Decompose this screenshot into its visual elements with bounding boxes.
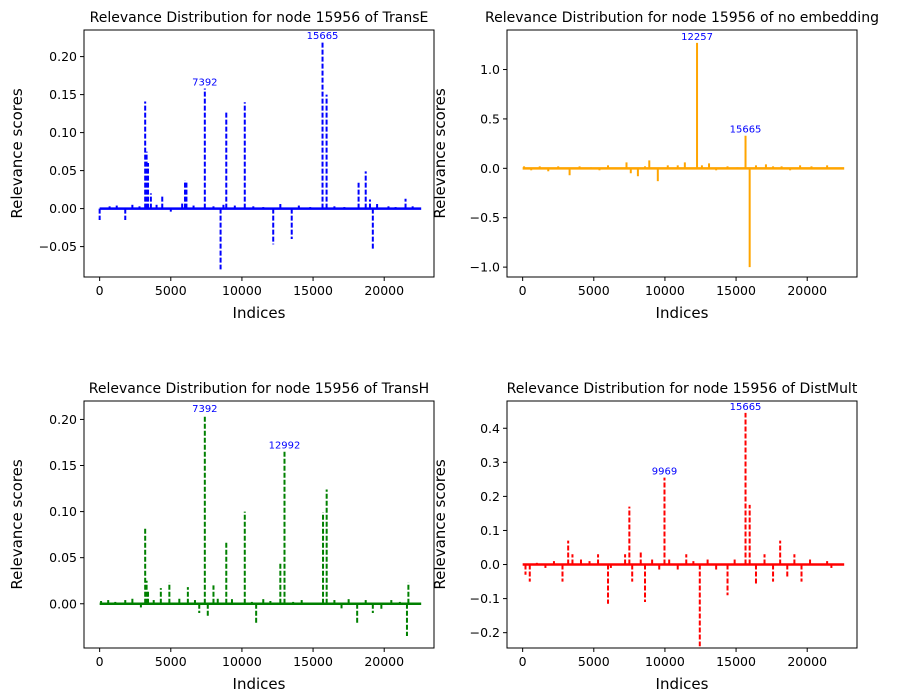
y-tick-label: 0.0 [480, 557, 500, 572]
y-tick-label: 0.05 [49, 550, 77, 565]
y-axis-label: Relevance scores [431, 459, 449, 589]
chart-title: Relevance Distribution for node 15956 of… [90, 10, 429, 26]
axes-frame [83, 29, 435, 278]
y-tick-label: 0.1 [480, 523, 500, 538]
subplot-1: 0 5000 10000 15000 20000 −0.05 0.00 0.05 0.10 0.1… [8, 10, 435, 322]
y-tick-label: 0.2 [480, 489, 500, 504]
y-tick-label: 0.20 [49, 412, 77, 427]
y-tick-label: −0.05 [39, 239, 77, 254]
peak-annotation: 15665 [307, 31, 339, 42]
x-tick-label: 0 [519, 654, 527, 669]
x-axis-label: Indices [233, 304, 286, 322]
y-tick-label: 0.00 [49, 596, 77, 611]
peak-annotation: 9969 [652, 467, 677, 478]
y-tick-label: 0.15 [49, 87, 77, 102]
y-tick-label: 0.0 [480, 161, 500, 176]
data-series [522, 412, 845, 647]
y-tick-label: 0.15 [49, 458, 77, 473]
y-tick-label: 0.05 [49, 163, 77, 178]
y-tick-label: 0.10 [49, 504, 77, 519]
subplot-3: 0 5000 10000 15000 20000 0.00 0.05 0.10 0.15 0.20… [8, 381, 435, 693]
data-series [522, 42, 845, 268]
peak-annotation: 15665 [730, 402, 762, 413]
y-axis-label: Relevance scores [431, 88, 449, 218]
x-tick-label: 10000 [222, 654, 262, 669]
y-axis-label: Relevance scores [8, 88, 26, 218]
peak-annotation: 12992 [269, 441, 301, 452]
y-tick-label: 0.3 [480, 455, 500, 470]
chart-title: Relevance Distribution for node 15956 of… [485, 10, 879, 26]
peak-annotation: 12257 [681, 32, 713, 43]
x-tick-label: 20000 [364, 283, 404, 298]
x-axis-label: Indices [656, 675, 709, 693]
x-tick-label: 10000 [222, 283, 262, 298]
x-tick-label: 5000 [155, 283, 187, 298]
y-tick-label: 0.5 [480, 111, 500, 126]
data-series [99, 414, 422, 637]
x-tick-label: 15000 [716, 283, 756, 298]
chart-title: Relevance Distribution for node 15956 of… [507, 381, 858, 397]
x-tick-label: 0 [96, 283, 104, 298]
x-tick-label: 10000 [645, 654, 685, 669]
x-tick-label: 15000 [716, 654, 756, 669]
peak-annotation: 15665 [730, 125, 762, 136]
x-tick-label: 20000 [364, 654, 404, 669]
x-tick-label: 0 [519, 283, 527, 298]
x-tick-label: 5000 [155, 654, 187, 669]
data-series [98, 41, 422, 270]
axes-frame [83, 400, 435, 649]
y-tick-label: −1.0 [470, 260, 500, 275]
x-tick-label: 15000 [293, 283, 333, 298]
y-tick-label: −0.2 [470, 625, 500, 640]
x-tick-label: 20000 [787, 283, 827, 298]
y-tick-label: 0.10 [49, 125, 77, 140]
axes-frame [506, 400, 858, 649]
y-tick-label: 0.4 [480, 421, 500, 436]
x-tick-label: 0 [96, 654, 104, 669]
x-tick-label: 15000 [293, 654, 333, 669]
y-tick-label: −0.5 [470, 210, 500, 225]
x-tick-label: 5000 [578, 283, 610, 298]
subplot-2: 0 5000 10000 15000 20000 −1.0 −0.5 0.0 0.5 1.0 122… [431, 10, 879, 322]
subplot-4: 0 5000 10000 15000 20000 −0.2 −0.1 0.0 0.1 0.2 0.3… [431, 381, 858, 693]
x-axis-label: Indices [656, 304, 709, 322]
chart-title: Relevance Distribution for node 15956 of… [89, 381, 429, 397]
axes-frame [506, 29, 858, 278]
y-tick-label: 1.0 [480, 62, 500, 77]
x-tick-label: 10000 [645, 283, 685, 298]
y-axis-label: Relevance scores [8, 459, 26, 589]
x-axis-label: Indices [233, 675, 286, 693]
peak-annotation: 7392 [192, 78, 217, 89]
x-tick-label: 5000 [578, 654, 610, 669]
y-tick-label: 0.00 [49, 201, 77, 216]
y-tick-label: −0.1 [470, 591, 500, 606]
x-tick-label: 20000 [787, 654, 827, 669]
peak-annotation: 7392 [192, 404, 217, 415]
y-tick-label: 0.20 [49, 49, 77, 64]
